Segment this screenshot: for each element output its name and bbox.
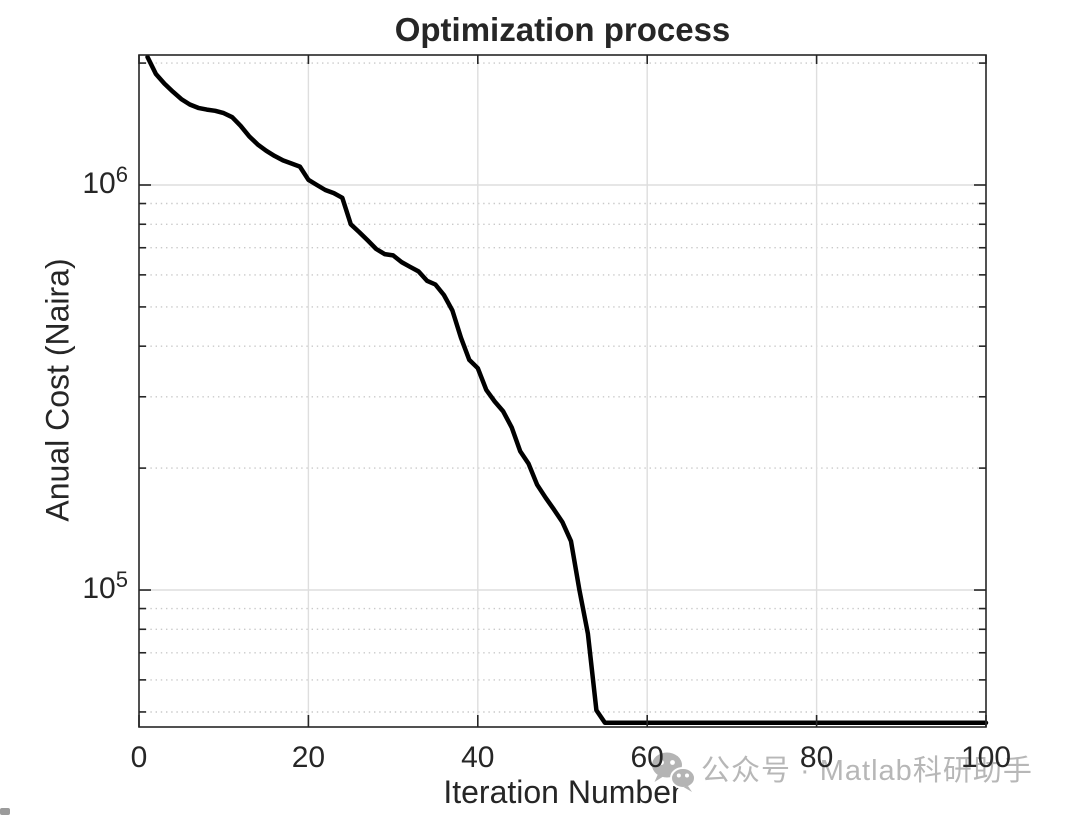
x-tick-label: 100 [960,741,1012,774]
partial-watermark-artifact [0,808,10,815]
x-tick-label: 0 [130,741,148,774]
x-tick-label: 60 [630,741,664,774]
y-axis-label: Anual Cost (Naira) [39,258,76,522]
x-tick-label: 40 [461,741,495,774]
x-tick-label: 80 [799,741,834,774]
chart-title: Optimization process [394,11,731,48]
y-tick-label: 105 [82,567,128,606]
cost-curve [145,54,989,726]
y-tick-label: 106 [82,162,128,201]
axes-box [138,54,987,728]
wechat-icon [652,752,696,792]
x-tick-label: 20 [291,741,326,774]
x-axis-label: Iteration Number [443,774,682,810]
watermark-text: 公众号 · Matlab科研助手 [701,755,1033,787]
